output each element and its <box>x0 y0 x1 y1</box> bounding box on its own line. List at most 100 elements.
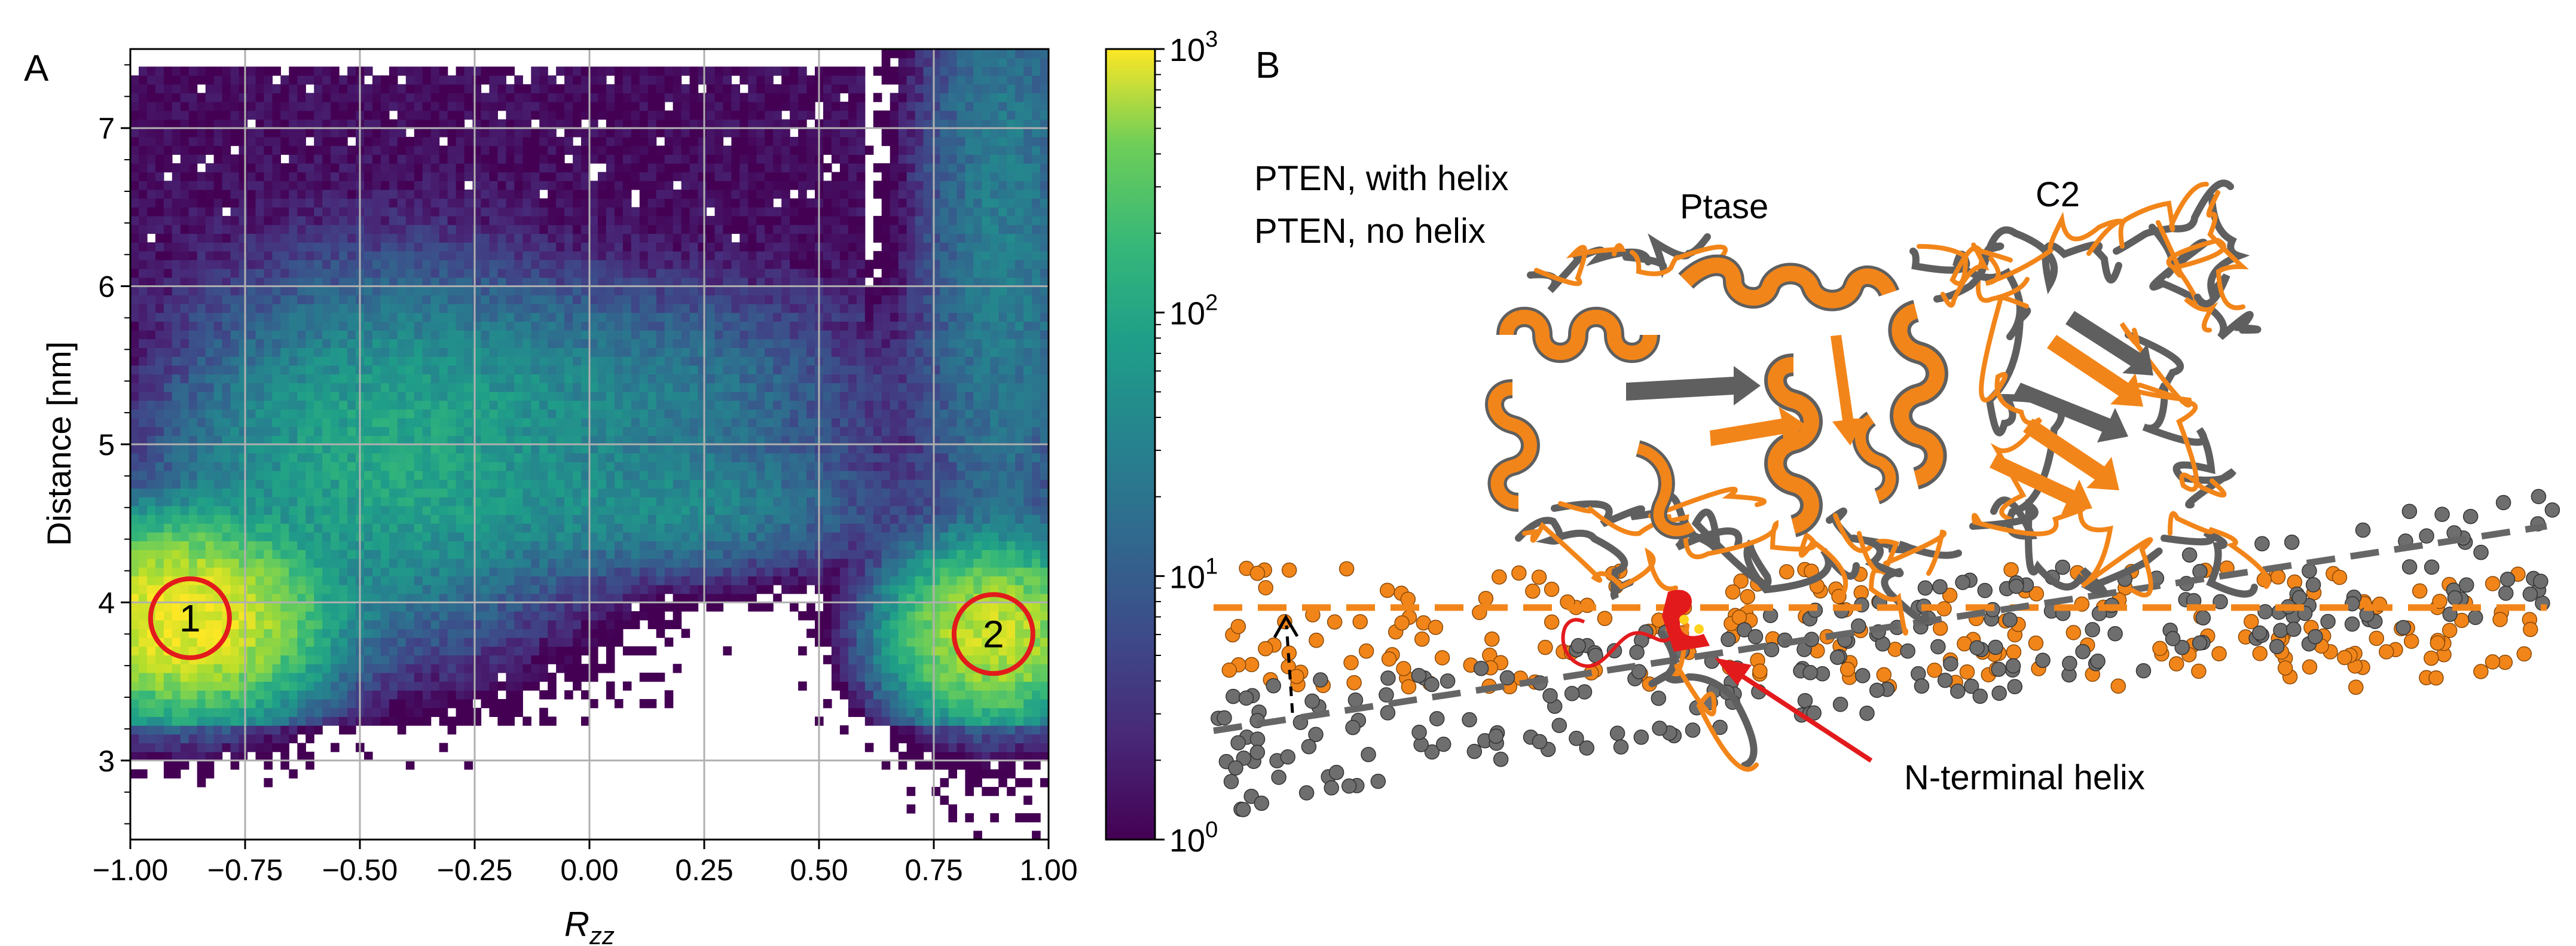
heatmap-cell <box>188 505 198 515</box>
heatmap-cell <box>146 224 156 234</box>
heatmap-cell <box>673 488 682 498</box>
heatmap-cell <box>514 330 523 340</box>
heatmap-cell <box>464 585 473 594</box>
heatmap-cell <box>314 559 323 568</box>
heatmap-cell <box>606 409 615 419</box>
heatmap-cell <box>130 479 139 489</box>
heatmap-cell <box>647 550 657 559</box>
heatmap-cell <box>414 198 423 207</box>
heatmap-cell <box>280 251 289 261</box>
heatmap-cell <box>239 321 248 331</box>
heatmap-cell <box>364 66 373 76</box>
heatmap-cell <box>581 637 590 647</box>
heatmap-cell <box>489 681 498 691</box>
heatmap-cell <box>380 602 390 612</box>
heatmap-cell <box>322 576 331 585</box>
heatmap-cell <box>146 716 156 726</box>
heatmap-cell <box>656 628 665 638</box>
heatmap-cell <box>322 391 331 401</box>
heatmap-cell <box>389 541 398 550</box>
heatmap-cell <box>447 471 457 480</box>
heatmap-cell <box>364 646 373 656</box>
heatmap-cell <box>456 365 465 375</box>
heatmap-cell <box>163 110 173 120</box>
heatmap-cell <box>163 769 173 779</box>
heatmap-cell <box>247 426 256 436</box>
heatmap-cell <box>689 453 699 462</box>
heatmap-cell <box>305 488 314 498</box>
heatmap-cell <box>673 383 682 392</box>
heatmap-cell <box>589 136 598 147</box>
heatmap-cell <box>656 374 665 383</box>
heatmap-cell <box>264 681 273 691</box>
heatmap-cell <box>564 190 573 199</box>
heatmap-cell <box>631 514 640 524</box>
heatmap-cell <box>347 224 356 234</box>
heatmap-cell <box>531 585 540 594</box>
heatmap-cell <box>222 172 231 181</box>
heatmap-cell <box>489 242 498 252</box>
heatmap-cell <box>422 347 432 357</box>
heatmap-cell <box>397 374 407 383</box>
heatmap-cell <box>389 163 398 173</box>
heatmap-cell <box>414 365 423 375</box>
heatmap-cell <box>689 435 699 445</box>
heatmap-cell <box>347 628 356 638</box>
heatmap-cell <box>656 251 665 261</box>
heatmap-cell <box>247 462 256 471</box>
heatmap-cell <box>255 198 265 207</box>
heatmap-cell <box>247 497 256 506</box>
heatmap-cell <box>439 321 448 331</box>
heatmap-cell <box>331 514 340 524</box>
heatmap-cell <box>447 190 457 199</box>
heatmap-cell <box>180 444 190 454</box>
heatmap-cell <box>347 471 356 480</box>
heatmap-cell <box>405 462 415 471</box>
heatmap-cell <box>339 75 348 85</box>
heatmap-cell <box>639 559 649 568</box>
heatmap-cell <box>439 128 448 138</box>
heatmap-cell <box>639 462 649 471</box>
heatmap-cell <box>439 391 448 401</box>
heatmap-cell <box>456 277 465 287</box>
heatmap-cell <box>247 128 256 138</box>
heatmap-cell <box>422 628 432 638</box>
heatmap-cell <box>205 190 215 199</box>
heatmap-cell <box>514 707 523 717</box>
heatmap-cell <box>656 514 665 524</box>
heatmap-cell <box>389 559 398 568</box>
heatmap-cell <box>130 681 139 691</box>
heatmap-cell <box>163 365 173 375</box>
heatmap-cell <box>239 304 248 313</box>
heatmap-cell <box>272 453 281 462</box>
heatmap-cell <box>598 260 607 269</box>
heatmap-cell <box>264 559 273 568</box>
heatmap-cell <box>305 233 314 243</box>
heatmap-cell <box>631 488 640 498</box>
heatmap-cell <box>239 752 248 761</box>
heatmap-cell <box>289 699 298 709</box>
heatmap-cell <box>539 488 548 498</box>
heatmap-cell <box>514 207 523 216</box>
heatmap-cell <box>347 286 356 295</box>
heatmap-cell <box>631 268 640 278</box>
heatmap-cell <box>647 224 657 234</box>
heatmap-cell <box>130 374 139 383</box>
heatmap-cell <box>172 181 181 190</box>
heatmap-cell <box>548 207 557 216</box>
heatmap-cell <box>456 620 465 630</box>
heatmap-cell <box>339 655 348 664</box>
heatmap-cell <box>347 128 356 138</box>
heatmap-cell <box>255 567 265 576</box>
heatmap-cell <box>631 505 640 515</box>
heatmap-cell <box>205 391 215 401</box>
heatmap-cell <box>130 181 139 190</box>
heatmap-cell <box>447 426 457 436</box>
heatmap-cell <box>556 233 565 243</box>
heatmap-cell <box>531 75 540 85</box>
heatmap-cell <box>664 304 674 313</box>
heatmap-cell <box>647 242 657 252</box>
heatmap-cell <box>180 426 190 436</box>
heatmap-cell <box>514 242 523 252</box>
heatmap-cell <box>188 541 198 550</box>
